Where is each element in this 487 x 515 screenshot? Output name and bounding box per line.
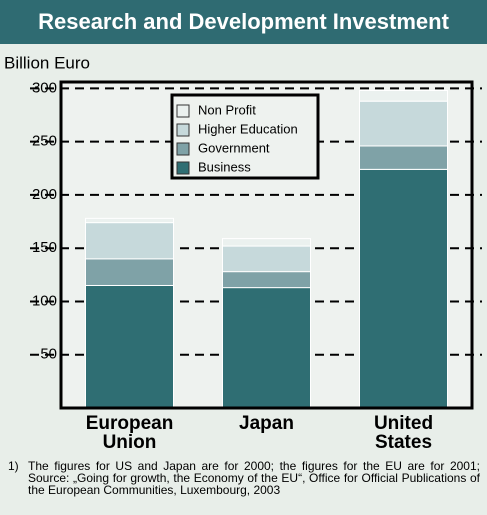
x-tick-label: Japan	[239, 413, 294, 434]
legend-label: Non Profit	[198, 102, 256, 117]
legend-swatch	[176, 123, 190, 137]
y-tick-label: 100	[32, 292, 57, 309]
legend-label: Higher Education	[198, 121, 298, 136]
footnote-text: The figures for US and Japan are for 200…	[28, 459, 480, 497]
bar-segment	[85, 258, 174, 286]
legend-label: Government	[198, 140, 270, 155]
y-tick-label: 300	[32, 79, 57, 96]
y-axis-label: Billion Euro	[4, 53, 90, 72]
bar-segment	[359, 90, 448, 102]
legend-swatch	[176, 161, 190, 175]
legend-swatch	[176, 142, 190, 156]
y-tick-label: 250	[32, 133, 57, 150]
bar-segment	[359, 100, 448, 147]
bar-segment	[359, 168, 448, 409]
y-tick-label: 200	[32, 186, 57, 203]
footnote-marker: 1)	[8, 459, 19, 473]
footnote: 1) The figures for US and Japan are for …	[4, 460, 480, 496]
y-tick-label: 150	[32, 239, 57, 256]
legend-swatch	[176, 104, 190, 118]
bar-segment	[85, 284, 174, 409]
bar-segment	[85, 222, 174, 260]
plot-border	[59, 80, 474, 410]
legend-label: Business	[198, 159, 251, 174]
legend: Non Profit Higher Education Government Busi…	[170, 93, 320, 180]
bar-segment	[222, 245, 311, 273]
chart-title: Research and Development Investment	[0, 0, 487, 44]
bar-segment	[222, 238, 311, 247]
bar-segment	[85, 217, 174, 224]
bar-segment	[222, 287, 311, 409]
x-tick-label: European Union	[85, 413, 174, 453]
legend-box	[170, 93, 320, 180]
x-tick-label: United States	[373, 413, 434, 453]
bar-segment	[222, 271, 311, 289]
bar-segment	[359, 145, 448, 170]
